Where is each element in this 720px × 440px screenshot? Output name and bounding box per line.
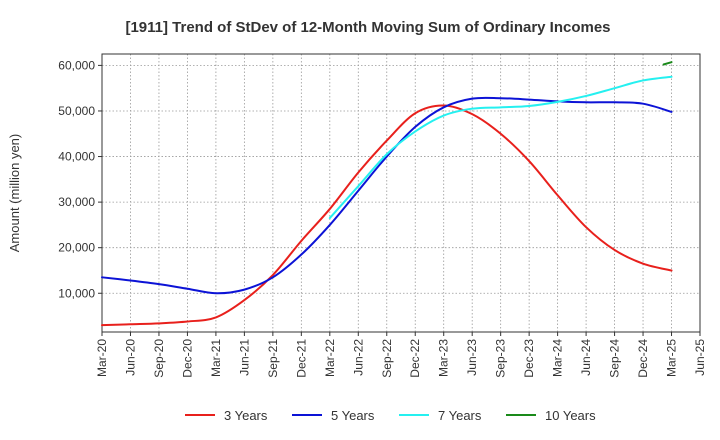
x-tick-label: Sep-22 bbox=[380, 339, 394, 378]
x-tick-label: Jun-21 bbox=[237, 339, 251, 376]
x-tick-label: Mar-25 bbox=[665, 339, 679, 377]
x-tick-label: Dec-22 bbox=[408, 339, 422, 378]
y-tick-label: 30,000 bbox=[58, 195, 95, 209]
x-tick-label: Mar-22 bbox=[323, 339, 337, 377]
x-tick-label: Jun-24 bbox=[579, 339, 593, 376]
chart-title: [1911] Trend of StDev of 12-Month Moving… bbox=[125, 19, 610, 36]
x-tick-label: Dec-23 bbox=[522, 339, 536, 378]
series-line-5-years bbox=[101, 96, 673, 295]
x-tick-label: Mar-21 bbox=[209, 339, 223, 377]
plot-frame bbox=[101, 53, 701, 333]
y-tick-label: 10,000 bbox=[58, 286, 95, 300]
x-tick-label: Dec-21 bbox=[294, 339, 308, 378]
y-axis-label: Amount (million yen) bbox=[7, 134, 22, 253]
series-line-3-years bbox=[101, 104, 673, 327]
x-axis-ticks: Mar-20 Jun-20 Sep-20 Dec-20 Mar-21 Jun-21 Sep-… bbox=[95, 332, 707, 378]
series-line-7-years bbox=[328, 75, 673, 220]
x-tick-label: Sep-23 bbox=[494, 339, 508, 378]
grid-layer bbox=[102, 54, 700, 332]
x-tick-label: Mar-20 bbox=[95, 339, 109, 377]
x-tick-label: Sep-24 bbox=[608, 339, 622, 378]
series-line-10-years bbox=[662, 61, 673, 66]
y-tick-label: 60,000 bbox=[58, 58, 95, 72]
legend-label-3-years: 3 Years bbox=[224, 408, 268, 423]
x-tick-label: Mar-23 bbox=[437, 339, 451, 377]
legend-label-10-years: 10 Years bbox=[545, 408, 596, 423]
x-tick-label: Dec-20 bbox=[180, 339, 194, 378]
legend: 3 Years 5 Years 7 Years 10 Years bbox=[185, 408, 596, 423]
x-tick-label: Sep-21 bbox=[266, 339, 280, 378]
y-axis-ticks: 10,000 20,000 30,000 40,000 50,000 60,000 bbox=[58, 58, 102, 300]
x-tick-label: Jun-23 bbox=[465, 339, 479, 376]
y-tick-label: 50,000 bbox=[58, 104, 95, 118]
legend-label-5-years: 5 Years bbox=[331, 408, 375, 423]
legend-label-7-years: 7 Years bbox=[438, 408, 482, 423]
x-tick-label: Mar-24 bbox=[551, 339, 565, 377]
x-tick-label: Jun-25 bbox=[693, 339, 707, 376]
x-tick-label: Jun-22 bbox=[351, 339, 365, 376]
y-tick-label: 40,000 bbox=[58, 150, 95, 164]
y-tick-label: 20,000 bbox=[58, 241, 95, 255]
x-tick-label: Dec-24 bbox=[636, 339, 650, 378]
series-layer bbox=[101, 61, 673, 327]
x-tick-label: Jun-20 bbox=[123, 339, 137, 376]
x-tick-label: Sep-20 bbox=[152, 339, 166, 378]
